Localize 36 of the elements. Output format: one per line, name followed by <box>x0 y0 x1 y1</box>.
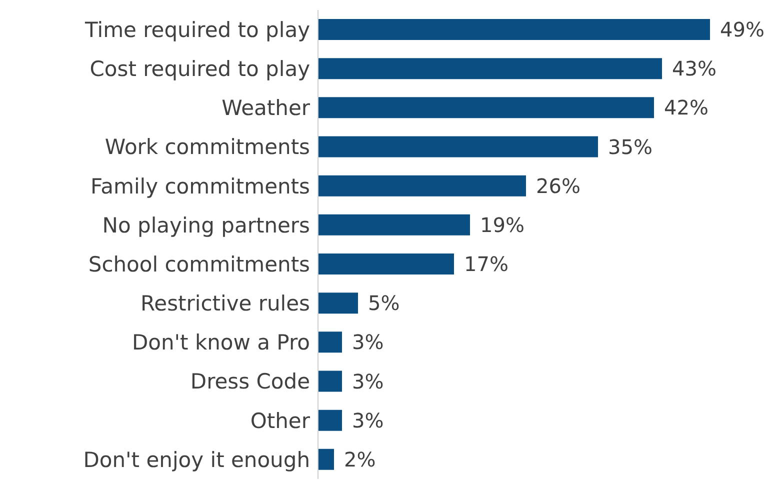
bar <box>318 97 654 118</box>
bar <box>318 410 342 431</box>
data-label: 3% <box>352 330 384 354</box>
data-label: 42% <box>664 96 708 120</box>
bar <box>318 292 358 314</box>
bar <box>318 254 454 274</box>
data-label: 2% <box>344 447 376 472</box>
y-tick-label: Family commitments <box>90 174 310 198</box>
data-label: 3% <box>352 369 384 394</box>
y-tick-label: Cost required to play <box>90 57 310 82</box>
y-tick-label: Restrictive rules <box>140 292 310 316</box>
bar <box>318 19 710 40</box>
data-label: 3% <box>352 408 384 432</box>
data-label: 49% <box>720 18 764 42</box>
y-tick-label: No playing partners <box>102 213 310 238</box>
y-tick-label: Time required to play <box>84 18 310 42</box>
bar <box>318 448 334 470</box>
bar <box>318 332 342 353</box>
data-label: 17% <box>464 252 508 276</box>
data-label: 35% <box>608 134 652 159</box>
data-label: 26% <box>536 174 580 198</box>
y-tick-label: School commitments <box>88 252 310 276</box>
y-tick-label: Don't know a Pro <box>132 330 310 355</box>
data-label: 5% <box>368 291 400 316</box>
bar <box>318 370 342 392</box>
y-tick-label: Weather <box>222 96 310 120</box>
y-tick-label: Dress Code <box>190 370 310 394</box>
bar <box>318 175 526 196</box>
data-label: 19% <box>480 212 524 237</box>
y-tick-label: Work commitments <box>104 135 310 160</box>
y-tick-label: Other <box>250 408 310 433</box>
bar <box>318 214 470 236</box>
bar <box>318 58 662 80</box>
y-tick-label: Don't enjoy it enough <box>83 448 310 472</box>
bar <box>318 136 598 158</box>
data-label: 43% <box>672 56 716 81</box>
